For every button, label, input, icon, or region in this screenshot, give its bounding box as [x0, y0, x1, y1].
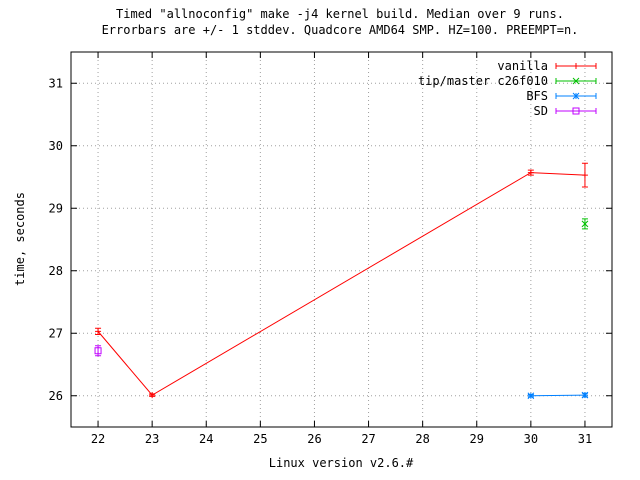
data-point: [581, 218, 589, 230]
data-point: [94, 345, 102, 357]
y-tick-label: 29: [49, 201, 63, 215]
series: [94, 162, 589, 400]
legend-entry: tip/master c26f010: [418, 74, 597, 88]
series-1: [581, 218, 589, 230]
x-tick-label: 26: [307, 432, 321, 446]
data-point: [581, 162, 588, 188]
marker-box: [572, 107, 580, 115]
series-2: [527, 391, 589, 400]
legend-label: vanilla: [497, 59, 548, 73]
plot-frame: [70, 51, 613, 428]
series-3: [94, 345, 102, 357]
marker-cross-b: [572, 77, 580, 85]
legend-entry: BFS: [526, 89, 597, 103]
legend-label: BFS: [526, 89, 548, 103]
y-tick-label: 28: [49, 264, 63, 278]
chart-title-line-1: Timed "allnoconfig" make -j4 kernel buil…: [116, 7, 564, 21]
x-tick-label: 24: [199, 432, 213, 446]
x-tick-label: 31: [578, 432, 592, 446]
series-line: [530, 394, 585, 397]
x-tick-label: 30: [524, 432, 538, 446]
marker-star-b: [572, 92, 580, 100]
legend-label: SD: [534, 104, 548, 118]
y-tick-label: 30: [49, 139, 63, 153]
marker-star-b: [581, 391, 589, 399]
series-line: [97, 172, 585, 396]
x-tick-label: 28: [415, 432, 429, 446]
data-point: [527, 169, 534, 176]
x-tick-label: 25: [253, 432, 267, 446]
series-0: [95, 162, 588, 399]
x-tick-label: 27: [361, 432, 375, 446]
x-axis-label: Linux version v2.6.#: [269, 456, 414, 470]
legend-entry: vanilla: [497, 59, 597, 73]
marker-cross-b: [581, 220, 589, 228]
y-tick-label: 26: [49, 389, 63, 403]
x-tick-label: 23: [145, 432, 159, 446]
data-point: [527, 392, 535, 400]
axis-ticks: 22 23 24 25 26 27 28 29 30 31 26 27 28 29 30 31: [49, 52, 612, 446]
marker-star-b: [527, 392, 535, 400]
y-axis-label: time, seconds: [13, 192, 27, 286]
legend-label: tip/master c26f010: [418, 74, 548, 88]
x-tick-label: 29: [470, 432, 484, 446]
x-tick-label: 22: [91, 432, 105, 446]
legend-entry: SD: [534, 104, 597, 118]
grid: [71, 52, 612, 427]
data-point: [95, 327, 102, 335]
data-point: [581, 391, 589, 399]
chart-title-line-2: Errorbars are +/- 1 stddev. Quadcore AMD…: [102, 23, 579, 37]
y-tick-label: 27: [49, 326, 63, 340]
data-point: [149, 392, 156, 399]
y-tick-label: 31: [49, 76, 63, 90]
marker-box: [94, 347, 102, 355]
